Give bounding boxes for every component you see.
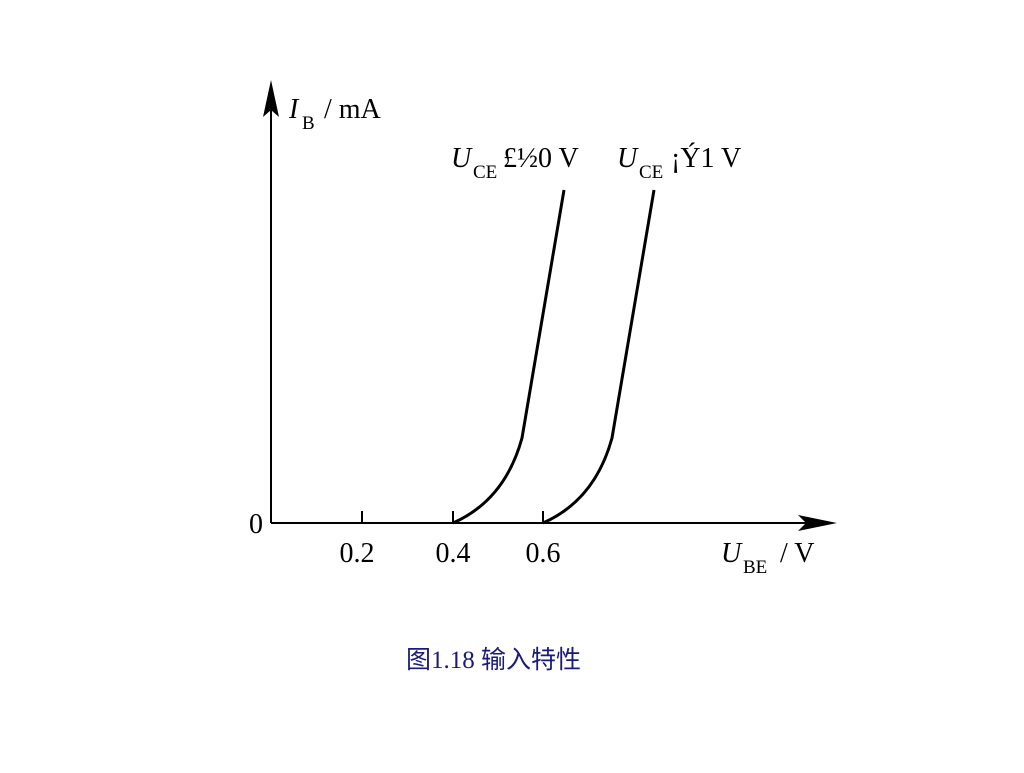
axis-subscript: B — [302, 113, 315, 134]
x-tick-label: 0.2 — [340, 538, 375, 569]
curve — [542, 189, 656, 525]
curve-condition: £½0 V — [503, 143, 579, 174]
caption: 图1.18 输入特性 — [406, 646, 581, 674]
curve — [452, 189, 566, 525]
y-arrow — [263, 80, 279, 117]
x-arrow — [798, 515, 837, 531]
axis-unit: / V — [780, 538, 815, 569]
curve-condition: ¡Ý1 V — [671, 143, 741, 174]
curve-symbol: U — [451, 143, 473, 174]
origin-label: 0 — [249, 509, 263, 540]
curve-symbol: U — [617, 143, 639, 174]
axis-unit: / mA — [324, 94, 382, 125]
axis-symbol: I — [288, 94, 300, 125]
curve-subscript: CE — [473, 162, 497, 183]
axis-symbol: U — [721, 538, 743, 569]
curve-subscript: CE — [639, 162, 663, 183]
x-tick-label: 0.6 — [526, 538, 561, 569]
axis-subscript: BE — [743, 557, 767, 578]
x-tick-label: 0.4 — [436, 538, 471, 569]
